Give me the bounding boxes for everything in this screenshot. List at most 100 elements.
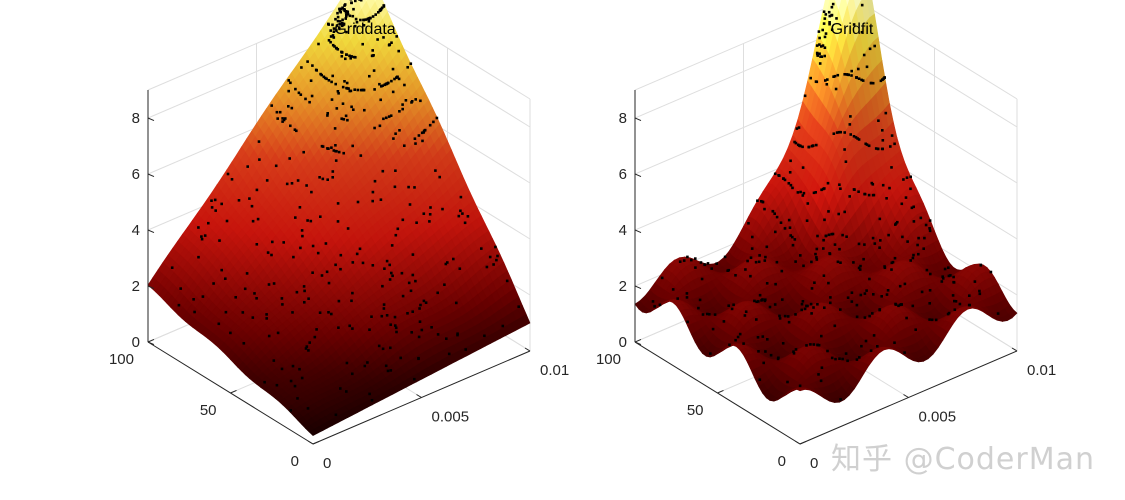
data-point [368,328,371,331]
data-point [291,311,294,314]
data-point [798,384,802,388]
data-point [757,260,761,264]
data-point [348,324,351,328]
data-point [350,1,353,4]
data-point [903,351,906,354]
data-point [330,146,333,149]
data-point [810,144,814,148]
data-point [459,209,462,213]
data-point [812,306,815,309]
data-point [773,212,776,215]
z-tick [147,229,155,234]
surface-griddata [147,0,531,436]
data-point [838,357,841,360]
data-point [833,243,837,246]
data-point [846,359,849,363]
data-point [857,266,861,270]
data-point [855,358,859,361]
chart-title: Griddata [334,21,395,38]
data-point [880,295,883,298]
data-point [855,303,859,307]
data-point [401,107,404,111]
data-point [837,212,840,216]
data-point [349,57,352,60]
data-point [952,280,955,284]
data-point [765,245,769,249]
data-point [270,104,273,107]
data-point [805,219,809,222]
y-tick [312,440,320,445]
data-point [756,199,759,202]
data-point [865,65,869,69]
data-point [928,229,932,233]
data-point [812,343,816,346]
data-point [351,291,354,295]
data-point [495,258,498,262]
data-point [213,198,217,202]
data-point [685,292,689,295]
data-point [834,87,838,91]
data-point [256,217,260,221]
data-point [296,397,299,400]
data-point [920,290,924,294]
data-point [858,356,861,359]
data-point [316,251,320,255]
data-point [886,289,890,292]
data-point [394,326,398,330]
data-point [905,176,909,179]
data-point [390,271,393,275]
data-point [894,302,897,306]
data-point [361,261,365,265]
data-point [846,73,849,76]
data-point [802,191,806,195]
data-point [771,210,775,213]
data-point [700,277,704,281]
data-point [287,79,290,82]
data-point [827,210,830,213]
data-point [366,361,369,364]
data-point [299,93,303,96]
data-point [881,139,885,142]
data-point [801,300,805,303]
data-point [697,306,700,310]
data-point [857,190,860,193]
data-point [660,276,664,280]
data-point [830,232,833,236]
data-point [210,199,213,202]
data-point [839,308,842,311]
data-point [255,243,259,246]
data-point [736,335,740,339]
data-point [968,303,971,307]
data-point [351,327,354,330]
data-point [852,261,855,264]
data-point [374,13,377,16]
data-point [217,322,221,326]
data-point [265,317,268,320]
data-point [710,267,713,270]
data-point [876,147,880,151]
data-point [336,90,340,93]
data-point [884,111,888,115]
data-point [706,312,709,316]
data-point [923,236,926,240]
data-point [463,221,467,225]
data-point [413,137,417,140]
data-point [789,159,792,163]
data-point [880,147,884,151]
data-point [226,172,230,176]
data-point [343,8,346,11]
data-point [368,392,371,396]
data-point [368,16,372,20]
data-point [485,265,489,269]
data-point [940,280,944,283]
data-point [197,255,200,259]
data-point [241,311,245,314]
data-point [699,261,703,264]
data-point [823,218,826,222]
data-point [339,10,342,14]
data-point [709,352,712,355]
data-point [382,303,386,306]
data-point [455,301,458,305]
data-point [293,384,297,388]
